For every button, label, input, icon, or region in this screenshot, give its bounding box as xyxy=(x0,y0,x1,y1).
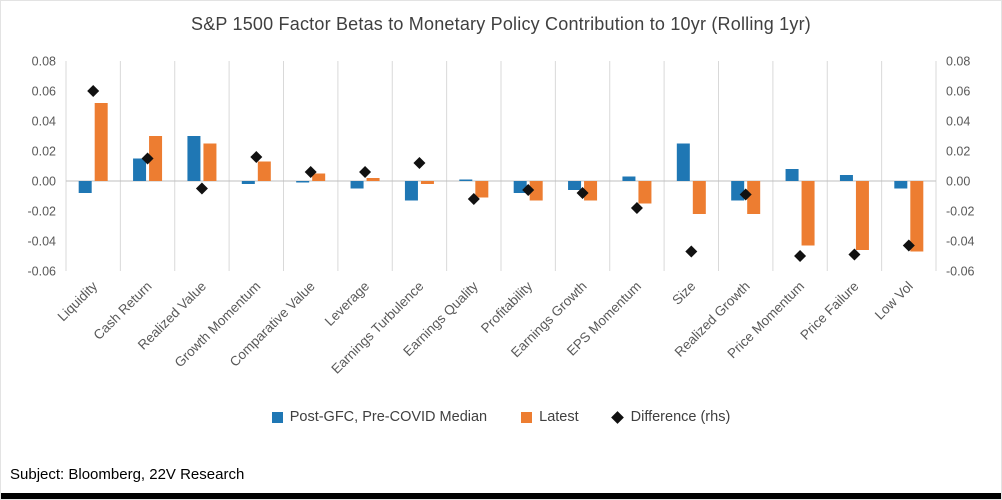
category-label: Liquidity xyxy=(55,278,101,324)
legend-marker-difference-icon xyxy=(610,410,624,424)
chart-title: S&P 1500 Factor Betas to Monetary Policy… xyxy=(191,14,811,34)
category-label: Leverage xyxy=(322,279,372,329)
difference-diamond-marker xyxy=(250,151,263,163)
bar-latest xyxy=(366,178,380,181)
bar-median xyxy=(459,179,473,181)
bar-latest xyxy=(910,181,924,252)
y-axis-tick-left: -0.04 xyxy=(28,235,57,249)
bar-median xyxy=(731,181,745,201)
bar-latest xyxy=(420,181,434,184)
y-axis-tick-right: 0.06 xyxy=(946,85,970,99)
bar-median xyxy=(568,181,582,190)
difference-diamond-marker xyxy=(685,245,698,258)
legend-item-median: Post-GFC, Pre-COVID Median xyxy=(271,409,488,425)
bar-median xyxy=(839,175,853,181)
bar-median xyxy=(622,176,636,181)
difference-diamond-marker xyxy=(359,166,372,178)
y-axis-tick-left: 0.06 xyxy=(32,85,56,99)
bar-latest xyxy=(855,181,869,250)
difference-diamond-marker xyxy=(902,239,915,252)
bar-latest xyxy=(801,181,815,246)
bar-latest xyxy=(692,181,706,214)
y-axis-tick-left: -0.06 xyxy=(28,265,57,279)
category-label: Low Vol xyxy=(872,279,916,323)
y-axis-tick-left: -0.02 xyxy=(28,205,57,219)
bar-median xyxy=(78,181,92,193)
y-axis-tick-right: -0.04 xyxy=(946,235,975,249)
y-axis-tick-left: 0.04 xyxy=(32,115,56,129)
legend-label-difference: Difference (rhs) xyxy=(630,409,731,425)
bar-latest xyxy=(747,181,761,214)
difference-diamond-marker xyxy=(304,166,317,178)
bar-latest xyxy=(475,181,489,198)
difference-diamond-marker xyxy=(794,250,807,262)
category-label: Size xyxy=(669,279,698,308)
bar-median xyxy=(241,181,255,184)
y-axis-tick-left: 0.00 xyxy=(32,175,56,189)
bar-latest xyxy=(203,143,217,181)
difference-diamond-marker xyxy=(413,157,426,169)
legend-item-difference: Difference (rhs) xyxy=(610,409,731,425)
source-note: Subject: Bloomberg, 22V Research xyxy=(10,466,245,483)
y-axis-tick-right: 0.04 xyxy=(946,115,970,129)
bar-median xyxy=(676,143,690,181)
difference-diamond-marker xyxy=(141,152,154,165)
bar-latest xyxy=(584,181,598,201)
legend-item-latest: Latest xyxy=(521,409,579,425)
y-axis-tick-left: 0.02 xyxy=(32,145,56,159)
bar-median xyxy=(187,136,201,181)
bar-median xyxy=(133,158,147,181)
bar-median xyxy=(785,169,799,181)
category-label: Profitability xyxy=(478,278,535,335)
legend-marker-median-icon xyxy=(271,411,283,423)
chart-legend: Post-GFC, Pre-COVID Median Latest Differ… xyxy=(1,409,1001,425)
difference-diamond-marker xyxy=(739,188,752,201)
bar-latest xyxy=(312,173,326,181)
difference-diamond-marker xyxy=(87,85,100,97)
y-axis-tick-right: 0.02 xyxy=(946,145,970,159)
difference-diamond-marker xyxy=(576,187,589,199)
difference-diamond-marker xyxy=(195,182,208,195)
y-axis-tick-left: 0.08 xyxy=(32,55,56,69)
difference-diamond-marker xyxy=(848,248,861,261)
bar-latest xyxy=(149,136,163,181)
category-label: Price Failure xyxy=(797,279,861,343)
legend-marker-latest-icon xyxy=(521,411,533,423)
factor-betas-chart: 0.08 0.08 0.06 0.06 0.04 0.04 0.02 0.02 0.00 0.00… xyxy=(28,55,975,377)
bar-latest xyxy=(257,161,271,181)
bar-median xyxy=(296,181,310,183)
difference-diamond-marker xyxy=(522,184,535,196)
bar-median xyxy=(894,181,908,189)
y-axis-tick-right: 0.00 xyxy=(946,175,970,189)
difference-diamond-marker xyxy=(630,202,643,214)
difference-diamond-marker xyxy=(467,193,480,205)
category-label: Earnings Turbulence xyxy=(328,279,426,377)
y-axis-tick-right: -0.02 xyxy=(946,205,975,219)
legend-label-median: Post-GFC, Pre-COVID Median xyxy=(289,409,488,425)
bar-latest xyxy=(638,181,652,204)
legend-label-latest: Latest xyxy=(539,409,579,425)
bar-latest xyxy=(94,103,108,181)
y-axis-tick-right: 0.08 xyxy=(946,55,970,69)
y-axis-tick-right: -0.06 xyxy=(946,265,975,279)
bar-median xyxy=(350,181,364,189)
bar-median xyxy=(404,181,418,201)
bar-latest xyxy=(529,181,543,201)
bottom-bar xyxy=(1,493,1001,499)
